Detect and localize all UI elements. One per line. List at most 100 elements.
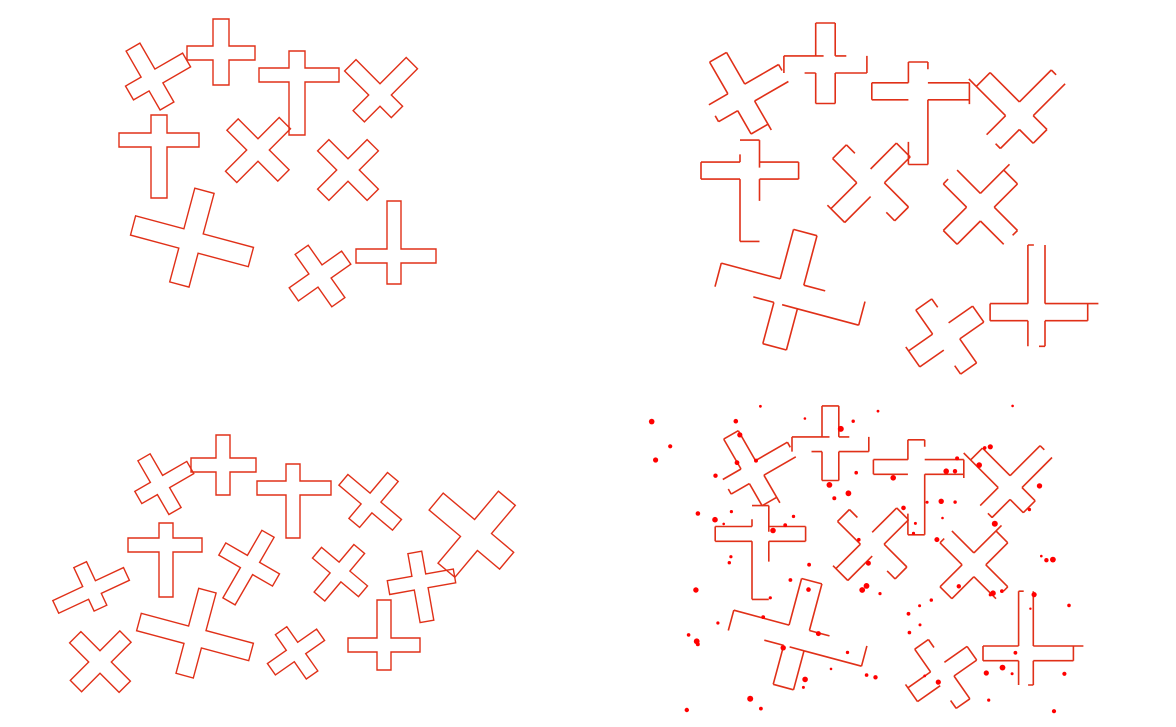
panel-d-noise-dot <box>783 523 787 527</box>
panel-c-cross-outline-9 <box>387 551 455 622</box>
panel-a-cross-8 <box>131 188 254 287</box>
panel-a-cross-7 <box>318 140 379 201</box>
panel-d-noise-dot <box>852 420 855 423</box>
panel-b-cross-outline-8 <box>715 229 865 350</box>
panel-d-noise-dot <box>846 490 852 496</box>
panel-d-noise-dot <box>713 474 717 478</box>
panel-d-noise-dot <box>685 708 689 712</box>
panel-d-noise-dot <box>770 528 776 534</box>
panel-d-broken-cross-1 <box>723 431 796 506</box>
panel-c-cross-outline-4 <box>339 473 402 531</box>
panel-c-cross-1 <box>135 454 194 515</box>
panel-b-broken-crosses <box>701 23 1098 374</box>
panel-d-noise-dot <box>696 511 701 516</box>
panel-d-noise-dot <box>1029 608 1031 610</box>
panel-a-cross-outline-6 <box>226 118 291 183</box>
panel-d-noise-dot <box>807 563 811 567</box>
panel-a-cross-outline-4 <box>345 58 418 122</box>
panel-b-cross-outline-4 <box>969 70 1065 149</box>
panel-a-cross-1 <box>126 43 191 110</box>
panel-d-cross-outline-3 <box>873 440 963 535</box>
panel-d-noise-dot <box>988 444 993 449</box>
panel-d-noise-dot <box>859 587 865 593</box>
panel-d-noise-dot <box>735 460 740 465</box>
panel-a-cross-outline-2 <box>187 19 255 85</box>
panel-c-cross-4 <box>339 473 402 531</box>
panel-d-noise-dot <box>769 596 772 599</box>
panel-a-cross-2 <box>187 19 255 85</box>
panel-d-broken-cross-3 <box>873 440 963 535</box>
panel-d-noise-dot <box>792 515 795 518</box>
panel-d-noise-dot <box>901 506 906 511</box>
panel-d-noise-dot <box>759 707 763 711</box>
panel-d-noise-dot <box>989 593 992 596</box>
panel-d-noise-dot <box>693 587 698 592</box>
panel-d-noise-dot <box>877 410 880 413</box>
panel-d-noise-dot <box>992 521 998 527</box>
panel-d-cross-outline-6 <box>833 508 909 581</box>
panel-b-cross-outline-6 <box>827 143 910 222</box>
panel-d-broken-cross-4 <box>964 446 1052 518</box>
panel-d-noise-dot <box>649 419 655 425</box>
panel-c-dense-crosses <box>53 435 516 692</box>
panel-d-noise-dot <box>926 501 929 504</box>
panel-d-noise-dot <box>878 592 881 595</box>
panel-d-noise-dot <box>923 675 926 678</box>
panel-c-cross-9 <box>387 551 455 622</box>
panel-c-cross-8 <box>313 545 368 602</box>
panel-d-noise-dot <box>1037 483 1042 488</box>
panel-d-noise-dot <box>854 471 858 475</box>
panel-b-broken-cross-4 <box>969 70 1065 149</box>
panel-c-cross-outline-3 <box>257 464 331 538</box>
panel-c-cross-outline-8 <box>313 545 368 602</box>
panel-d-noise-dot <box>806 587 811 592</box>
panel-b-broken-cross-2 <box>784 23 867 104</box>
panel-d-noise-dot <box>943 468 949 474</box>
panel-a-cross-outline-5 <box>119 115 199 198</box>
panel-b-cross-outline-7 <box>943 164 1017 244</box>
panel-d-broken-cross-8 <box>728 579 867 690</box>
panel-d-noise-dot <box>802 677 808 683</box>
panel-d-noise-dot <box>1067 604 1071 608</box>
panel-d-noise-dot <box>1011 672 1014 675</box>
panel-d-cross-outline-4 <box>964 446 1052 518</box>
panel-d-noise-dot <box>907 612 911 616</box>
panel-d-noise-dot <box>827 482 833 488</box>
panel-d-noise-dot <box>1032 592 1037 597</box>
panel-b-broken-cross-5 <box>701 140 799 241</box>
panel-d-noise-dot <box>729 555 732 558</box>
panel-a-cross-outline-1 <box>126 43 191 110</box>
panel-d-noise-dot <box>934 537 939 542</box>
panel-d-noise-dot <box>1062 672 1066 676</box>
panel-d-noise-dot <box>983 446 987 450</box>
panel-c-cross-3 <box>257 464 331 538</box>
panel-a-cross-outline-10 <box>356 201 436 284</box>
panel-b-cross-outline-10 <box>990 245 1098 346</box>
panel-d-noise-dot <box>873 675 877 679</box>
panel-d-noise-dot <box>781 645 786 650</box>
panel-d-noise-dot <box>1011 405 1014 408</box>
panel-d-noise-dot <box>694 638 700 644</box>
panel-a-complete-crosses <box>119 19 436 307</box>
panel-d-noise-dot <box>1050 557 1056 563</box>
panel-d-noise-dot <box>953 469 957 473</box>
panel-d-broken-cross-6 <box>833 508 909 581</box>
panel-d-noise-dot <box>730 510 733 513</box>
panel-a-cross-5 <box>119 115 199 198</box>
panel-d-cross-outline-7 <box>940 525 1008 598</box>
panel-b-broken-cross-8 <box>715 229 865 350</box>
panel-d-noise-dot <box>653 457 658 462</box>
panel-c-cross-outline-14 <box>70 631 132 693</box>
panel-d-noise-dot <box>832 496 836 500</box>
panel-c-cross-6 <box>128 523 202 597</box>
panel-c-cross-outline-12 <box>267 627 324 679</box>
panel-d-noise-dot <box>864 583 870 589</box>
panel-a-cross-outline-7 <box>318 140 379 201</box>
panel-d-noise-dot <box>759 405 762 408</box>
panel-c-cross-outline-1 <box>135 454 194 515</box>
panel-c-cross-outline-2 <box>191 435 256 495</box>
panel-d-noise-dot <box>712 517 718 523</box>
panel-d-noise-dot <box>939 499 944 504</box>
